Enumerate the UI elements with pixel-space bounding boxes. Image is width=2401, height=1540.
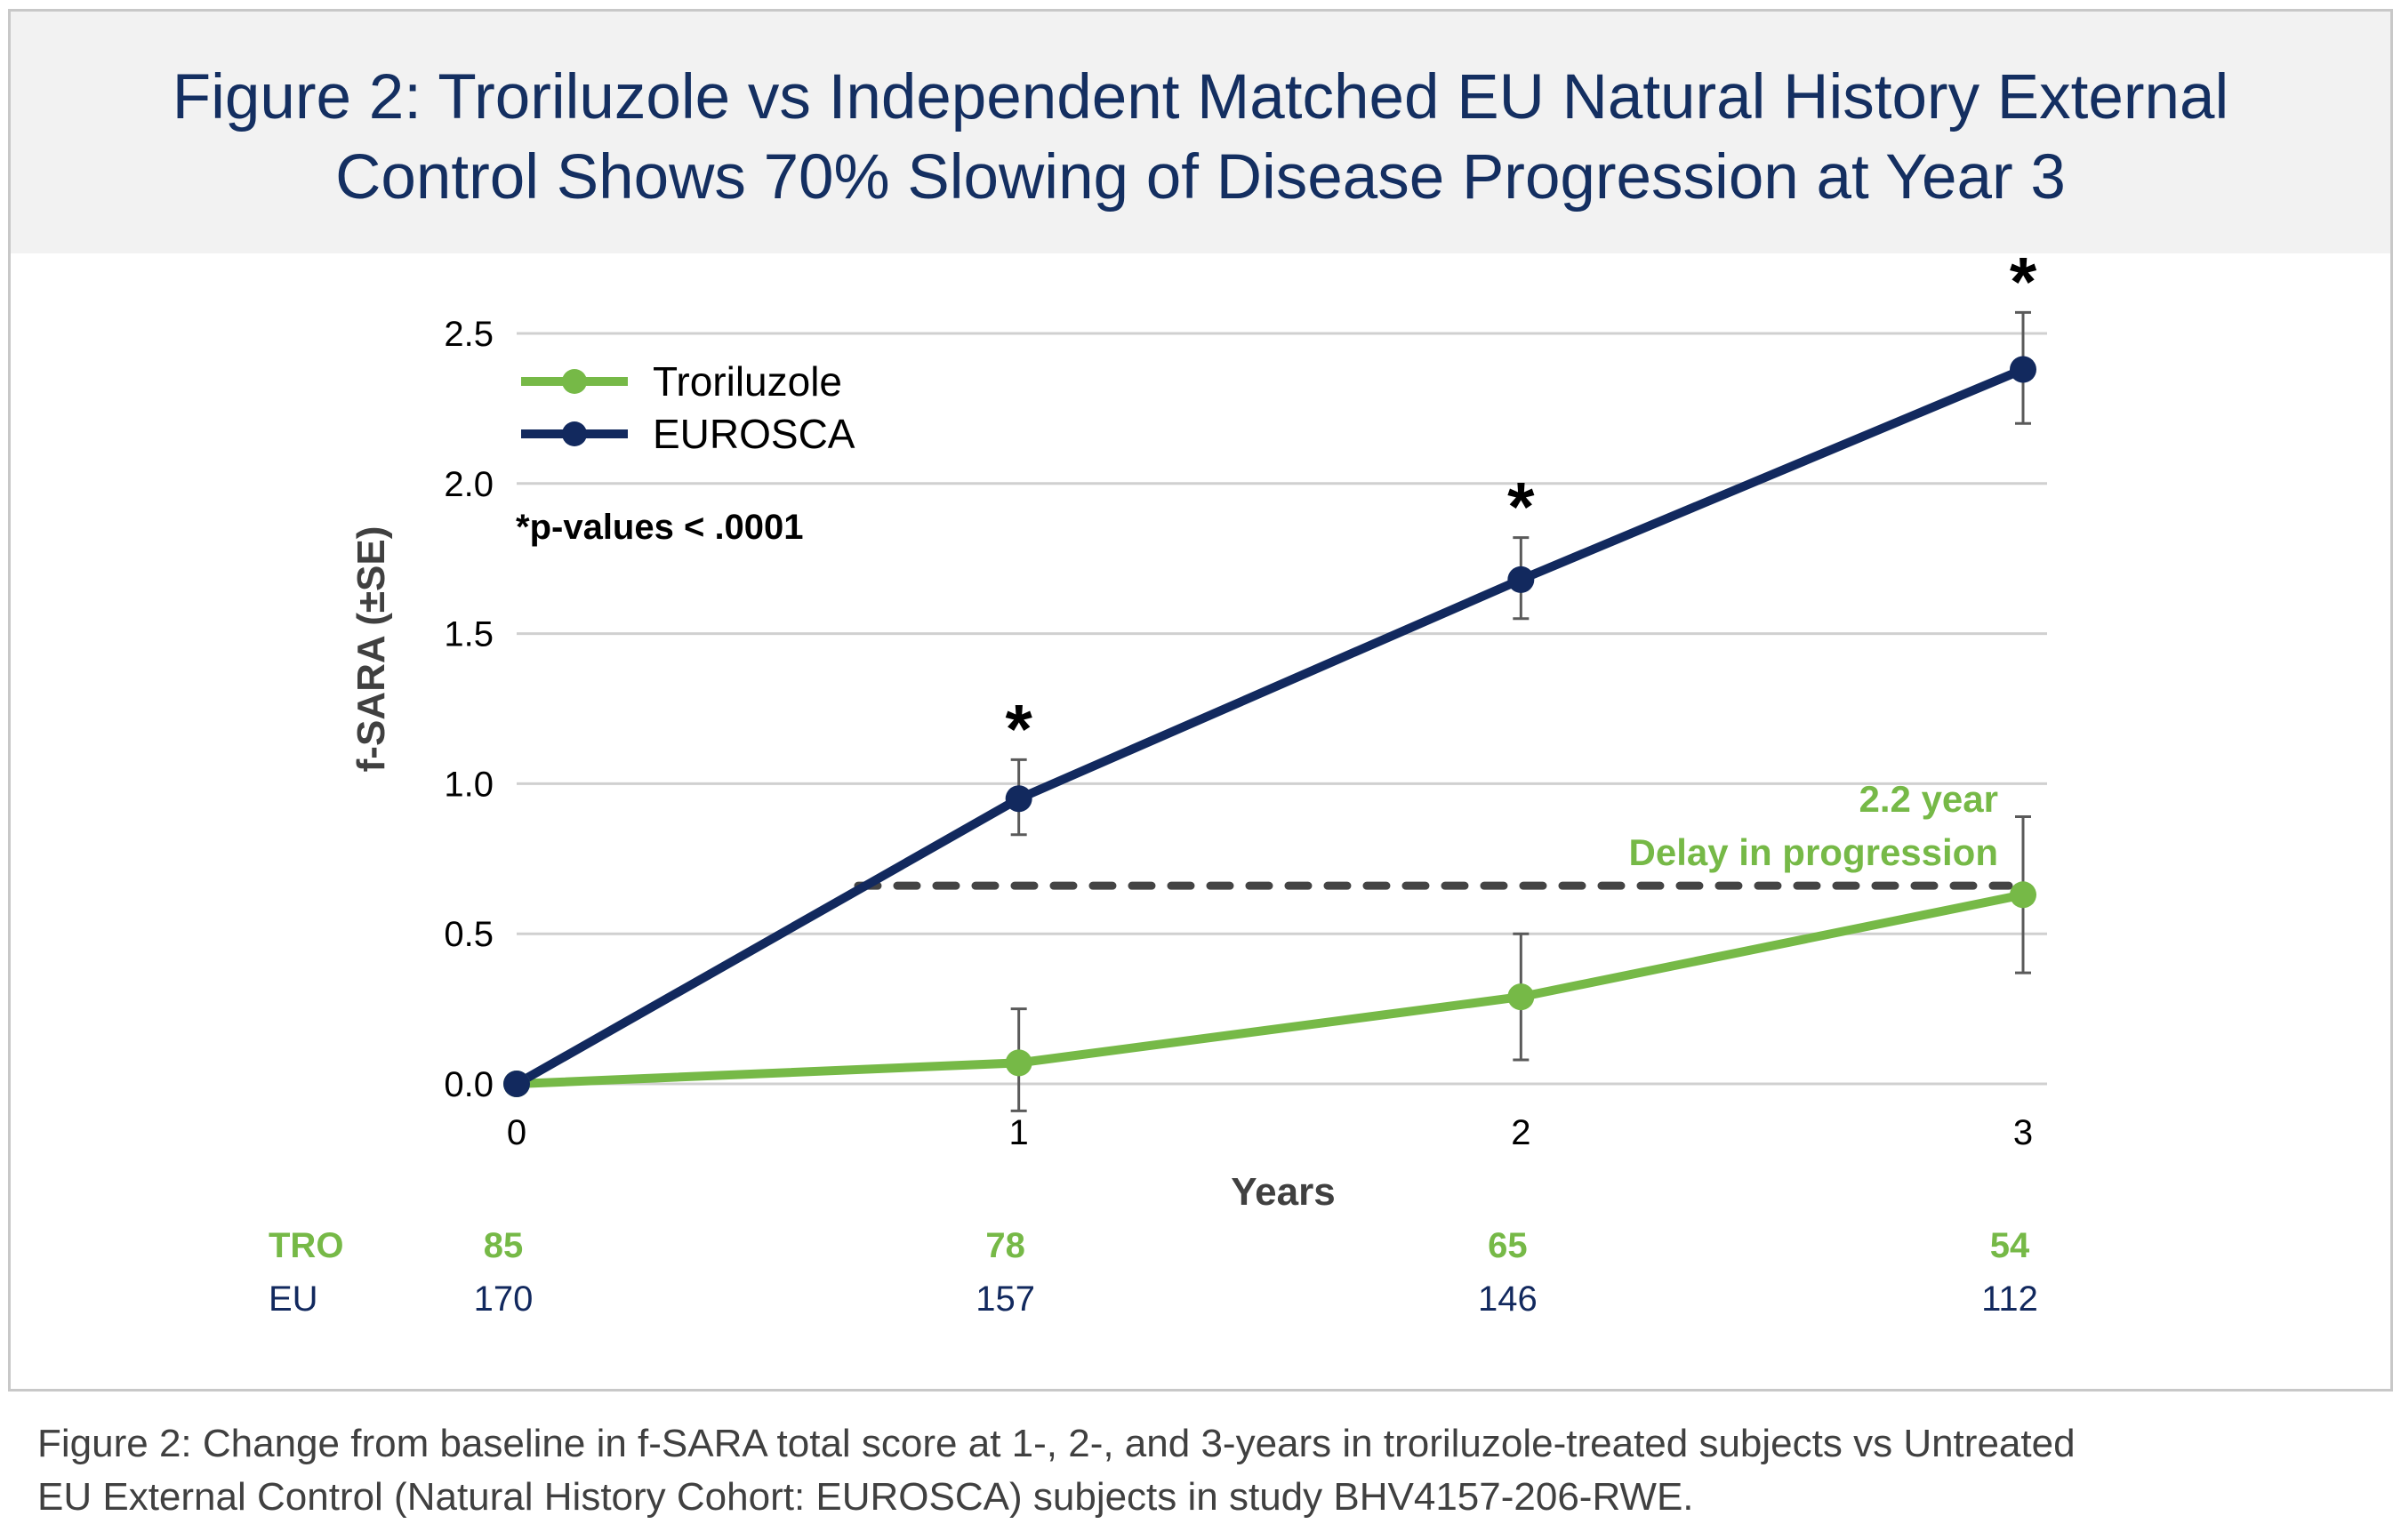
- n-at-risk-value-tro: 54: [1990, 1226, 2030, 1265]
- x-tick-label: 2: [1511, 1113, 1530, 1152]
- title-line-2: Control Shows 70% Slowing of Disease Pro…: [335, 142, 2066, 213]
- series-line-eurosca: [514, 365, 2025, 1088]
- legend-label-eurosca: EUROSCA: [653, 411, 855, 457]
- delay-annotation-line-2: Delay in progression: [1629, 831, 1998, 873]
- caption-line-1: Figure 2: Change from baseline in f-SARA…: [37, 1422, 2076, 1465]
- figure-frame: Figure 2: Troriluzole vs Independent Mat…: [8, 9, 2393, 1392]
- legend: Troriluzole EUROSCA: [521, 358, 855, 457]
- legend-label-troriluzole: Troriluzole: [653, 358, 842, 405]
- series: [514, 365, 2025, 1088]
- n-at-risk-value-tro: 78: [985, 1226, 1025, 1265]
- significance-asterisk: *: [1507, 468, 1535, 546]
- n-at-risk-value-tro: 65: [1488, 1226, 1528, 1265]
- y-axis-label: f-SARA (±SE): [349, 526, 393, 773]
- data-point-eurosca: [2010, 356, 2036, 383]
- y-axis-ticks: 0.0 0.5 1.0 1.5 2.0 2.5: [444, 315, 494, 1104]
- y-tick-label: 1.5: [444, 615, 494, 654]
- data-point-eurosca: [1507, 565, 1535, 593]
- line-chart: 0.0 0.5 1.0 1.5 2.0 2.5 0 1 2 3 f-SARA (±SE) Yea…: [269, 242, 2047, 1319]
- data-point-eurosca: [503, 1071, 530, 1097]
- series-line-troriluzole: [516, 890, 2024, 1088]
- figure-title: Figure 2: Troriluzole vs Independent Mat…: [11, 58, 2390, 218]
- n-at-risk-value-eu: 170: [474, 1279, 534, 1319]
- legend-marker-troriluzole: [562, 369, 587, 394]
- significance-asterisk: *: [2010, 242, 2037, 320]
- gridlines: [517, 332, 2047, 1086]
- title-line-1: Figure 2: Troriluzole vs Independent Mat…: [172, 62, 2229, 132]
- y-tick-label: 2.0: [444, 465, 494, 504]
- n-at-risk-value-eu: 112: [1981, 1279, 2038, 1319]
- delay-annotation-line-1: 2.2 year: [1859, 778, 1998, 820]
- data-point-troriluzole: [1507, 983, 1535, 1011]
- significance-asterisk: *: [1005, 689, 1032, 767]
- significance-markers: * * *: [1005, 242, 2036, 767]
- y-tick-label: 0.5: [444, 915, 494, 954]
- title-banner: Figure 2: Troriluzole vs Independent Mat…: [11, 12, 2390, 253]
- data-points: [503, 356, 2036, 1097]
- data-point-troriluzole: [1005, 1049, 1032, 1077]
- n-at-risk-table: TRO EU 85 78 65 54 170 157 146 112: [269, 1226, 2038, 1319]
- n-at-risk-label-eu: EU: [269, 1279, 318, 1319]
- n-at-risk-value-tro: 85: [484, 1226, 524, 1265]
- y-tick-label: 2.5: [444, 315, 494, 354]
- data-point-eurosca: [1005, 785, 1032, 813]
- caption-line-2: EU External Control (Natural History Coh…: [37, 1475, 1694, 1519]
- n-at-risk-label-tro: TRO: [269, 1226, 343, 1265]
- data-point-troriluzole: [2010, 881, 2036, 909]
- figure-caption: Figure 2: Change from baseline in f-SARA…: [37, 1417, 2367, 1524]
- x-tick-label: 3: [2013, 1113, 2033, 1152]
- x-axis-label: Years: [1231, 1170, 1335, 1214]
- y-tick-label: 1.0: [444, 765, 494, 804]
- n-at-risk-value-eu: 146: [1478, 1279, 1538, 1319]
- x-tick-label: 0: [507, 1113, 526, 1152]
- legend-marker-eurosca: [562, 421, 587, 446]
- n-at-risk-value-eu: 157: [976, 1279, 1035, 1319]
- p-value-note: *p-values < .0001: [516, 508, 804, 547]
- y-tick-label: 0.0: [444, 1065, 494, 1104]
- x-tick-label: 1: [1009, 1113, 1029, 1152]
- x-axis-ticks: 0 1 2 3: [507, 1113, 2033, 1152]
